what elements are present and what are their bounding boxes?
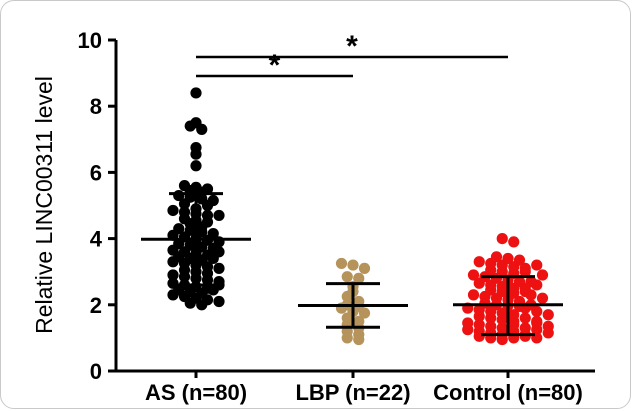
data-point (513, 276, 526, 288)
significance-marker: * (346, 30, 358, 63)
data-point (542, 309, 554, 321)
significance-group: ** (196, 30, 508, 82)
data-point (190, 181, 202, 193)
y-tick-label: 4 (90, 227, 103, 252)
data-point (201, 183, 214, 195)
data-point (190, 117, 202, 129)
data-point (358, 262, 371, 274)
axes-group: 0 2 4 6 8 10 AS (n=80) LBP (n=22) Control (n=80) (78, 28, 595, 405)
data-point (190, 141, 202, 154)
data-point (213, 209, 225, 222)
data-point (508, 236, 520, 248)
data-point (473, 319, 485, 331)
mean-sd-bars-group (141, 192, 563, 337)
data-point (190, 87, 202, 99)
data-point (178, 206, 191, 218)
data-point (536, 269, 549, 281)
data-point (485, 320, 497, 332)
y-tick-label: 2 (90, 293, 102, 318)
data-points-group (167, 87, 554, 346)
data-point (513, 254, 526, 266)
data-point (519, 262, 531, 274)
data-point (178, 180, 191, 192)
y-tick-label: 10 (78, 28, 102, 53)
y-tick-label: 8 (90, 94, 102, 119)
data-point (490, 251, 503, 263)
x-category-label: Control (n=80) (433, 380, 583, 405)
significance-marker: * (269, 49, 281, 82)
x-category-label: LBP (n=22) (295, 380, 410, 405)
data-point (519, 312, 531, 324)
data-point (531, 315, 543, 327)
data-point (353, 315, 365, 327)
data-point (531, 259, 543, 271)
data-point (508, 309, 520, 321)
data-point (536, 292, 549, 304)
data-point (496, 322, 508, 334)
data-point (519, 322, 531, 334)
data-point (167, 269, 179, 281)
data-point (213, 295, 225, 308)
data-point (173, 189, 185, 202)
data-point (525, 276, 537, 288)
data-point (467, 269, 480, 281)
x-category-label: AS (n=80) (145, 380, 247, 405)
y-axis-title: Relative LINC00311 level (31, 76, 57, 334)
data-point (473, 256, 485, 268)
y-tick-label: 6 (90, 160, 102, 185)
data-point (173, 223, 185, 235)
data-point (467, 289, 480, 301)
data-point (190, 160, 202, 172)
data-point (207, 228, 219, 240)
data-point (496, 307, 508, 319)
data-point (201, 209, 214, 222)
data-point (341, 271, 353, 283)
data-point (207, 194, 219, 207)
data-point (167, 204, 179, 217)
data-point (542, 320, 554, 332)
data-point (347, 259, 359, 271)
data-point (353, 272, 365, 284)
y-tick-label: 0 (90, 359, 102, 384)
data-point (502, 252, 514, 265)
data-point (335, 257, 348, 270)
data-point (462, 317, 474, 329)
data-point (496, 233, 508, 245)
data-point (213, 262, 225, 274)
